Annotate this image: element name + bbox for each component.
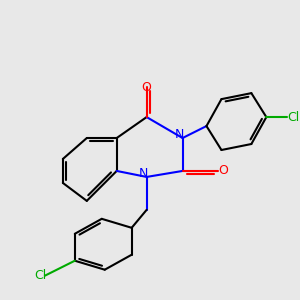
Text: N: N bbox=[174, 128, 184, 141]
Text: Cl: Cl bbox=[34, 269, 46, 282]
Text: Cl: Cl bbox=[287, 111, 299, 124]
Text: N: N bbox=[138, 167, 148, 180]
Text: O: O bbox=[218, 164, 228, 177]
Text: O: O bbox=[142, 81, 152, 94]
